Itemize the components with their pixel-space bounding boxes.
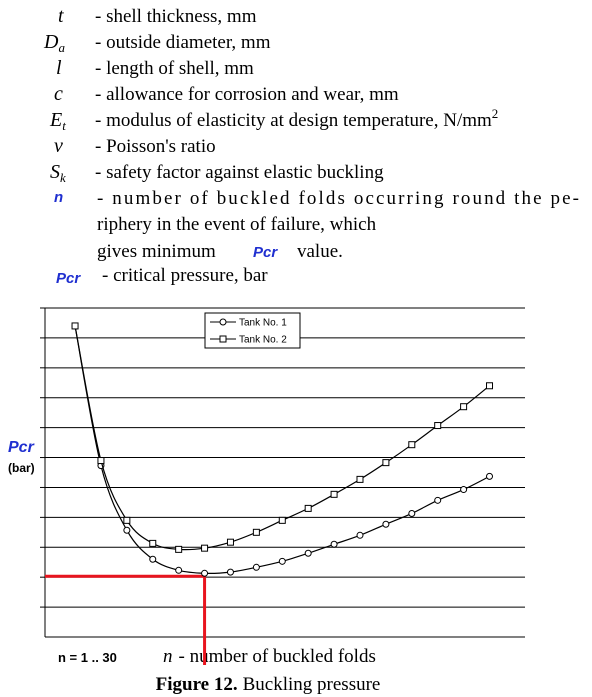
marker [408,509,416,517]
marker [304,504,312,512]
marker [486,472,494,480]
marker [408,441,416,449]
subscript: t [62,118,66,133]
marker [460,403,468,411]
symbol: D [43,31,59,53]
symbol: Pcr [253,244,278,261]
definition: - modulus of elasticity at design temper… [95,110,492,131]
marker [149,539,157,547]
symbol: Et [49,109,66,133]
marker [71,322,79,330]
marker [434,422,442,430]
marker [175,545,183,553]
symbol: Da [43,31,65,55]
marker [97,457,105,465]
x-axis-label: n - number of buckled folds [163,646,376,667]
definition: value. [297,241,343,262]
marker [252,528,260,536]
marker [278,516,286,524]
x-range-label: n = 1 .. 30 [58,650,117,665]
marker [123,516,131,524]
marker [434,496,442,504]
marker [201,544,209,552]
marker [356,531,364,539]
definition: - outside diameter, mm [95,32,271,53]
definition: riphery in the event of failure, which [97,214,377,235]
marker [330,540,338,548]
marker [460,486,468,494]
symbol: c [54,83,63,105]
definition: - critical pressure, bar [102,265,268,286]
legend-label: Tank No. 1 [239,318,287,329]
caption-number: Figure 12. [156,674,238,695]
legend-label: Tank No. 2 [239,335,287,346]
symbol: S [50,161,60,183]
definition: - allowance for corrosion and wear, mm [95,84,399,105]
marker [123,526,131,534]
series-line [74,325,490,551]
marker [382,520,390,528]
subscript: k [60,170,66,185]
definition: - shell thickness, mm [95,6,257,27]
marker [356,475,364,483]
marker [226,538,234,546]
symbol: l [56,57,62,79]
marker [304,549,312,557]
marker [219,318,227,326]
y-axis-unit: (bar) [8,461,35,475]
definition: - modulus of elasticity at design temper… [95,106,498,131]
marker [330,490,338,498]
symbol: n [54,189,63,206]
marker [382,459,390,467]
marker [175,566,183,574]
definition: - length of shell, mm [95,58,254,79]
x-axis-label: - number of buckled folds [179,646,376,667]
y-axis-label: Pcr [8,439,35,456]
marker [252,563,260,571]
subscript: a [58,40,65,55]
symbol: E [49,109,62,131]
superscript: 2 [492,106,499,121]
caption: Figure 12. Buckling pressure [156,674,381,695]
marker [278,557,286,565]
definition: gives minimum [97,241,216,262]
definition: - number of buckled folds occurring roun… [97,188,579,209]
marker [149,555,157,563]
marker [486,382,494,390]
x-axis-variable: n [163,646,173,667]
marker [226,568,234,576]
marker [201,569,209,577]
definition: - Poisson's ratio [95,136,216,157]
marker [219,335,227,343]
caption-text: Buckling pressure [243,674,381,695]
symbol: ν [54,135,63,157]
symbol: Pcr [56,270,81,287]
symbol: t [58,5,64,27]
symbol: Sk [50,161,66,185]
series-line [74,325,490,574]
definition: - safety factor against elastic buckling [95,162,384,183]
